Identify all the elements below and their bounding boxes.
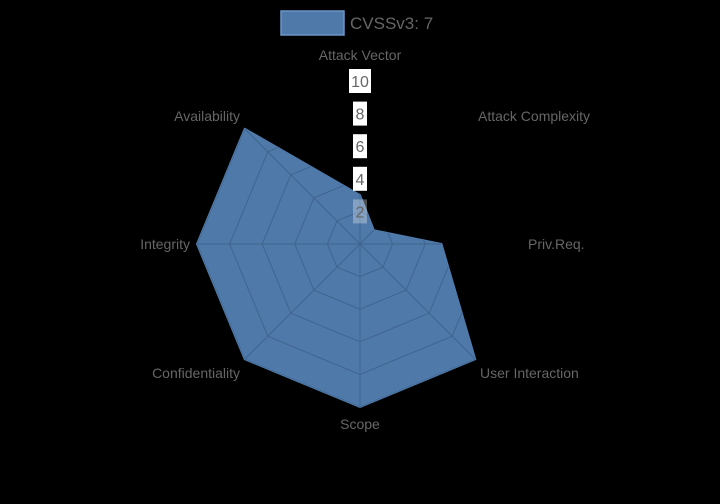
- tick-label: 2: [356, 204, 365, 221]
- tick-label: 10: [351, 74, 369, 91]
- legend[interactable]: CVSSv3: 7: [280, 10, 433, 36]
- tick-backdrop: [353, 199, 367, 224]
- tick-backdrop: [353, 101, 367, 126]
- axis-label-priv-req: Priv.Req.: [528, 236, 585, 252]
- axis-label-attack-vector: Attack Vector: [319, 47, 402, 63]
- radial-grid: [197, 128, 476, 408]
- grid-spoke: [244, 128, 361, 245]
- axis-labels: Attack Vector Attack Complexity Priv.Req. U…: [140, 47, 590, 432]
- legend-swatch[interactable]: [280, 10, 345, 36]
- axis-label-availability: Availability: [174, 108, 240, 124]
- grid-spoke: [244, 243, 361, 360]
- tick-backdrop: [349, 69, 371, 93]
- radial-ticks: 2 4 6 8 10: [349, 69, 371, 224]
- axis-label-confidentiality: Confidentiality: [152, 365, 240, 381]
- tick-label: 4: [356, 172, 365, 189]
- grid-spoke: [359, 128, 476, 245]
- legend-label[interactable]: CVSSv3: 7: [350, 14, 433, 33]
- axis-label-user-interaction: User Interaction: [480, 365, 579, 381]
- tick-label: 8: [356, 107, 365, 124]
- axis-label-integrity: Integrity: [140, 236, 190, 252]
- tick-backdrop: [353, 134, 367, 159]
- axis-label-scope: Scope: [340, 416, 380, 432]
- axis-label-attack-complexity: Attack Complexity: [478, 108, 590, 124]
- grid-spoke: [359, 243, 476, 360]
- tick-backdrop: [353, 166, 367, 191]
- tick-label: 6: [356, 139, 365, 156]
